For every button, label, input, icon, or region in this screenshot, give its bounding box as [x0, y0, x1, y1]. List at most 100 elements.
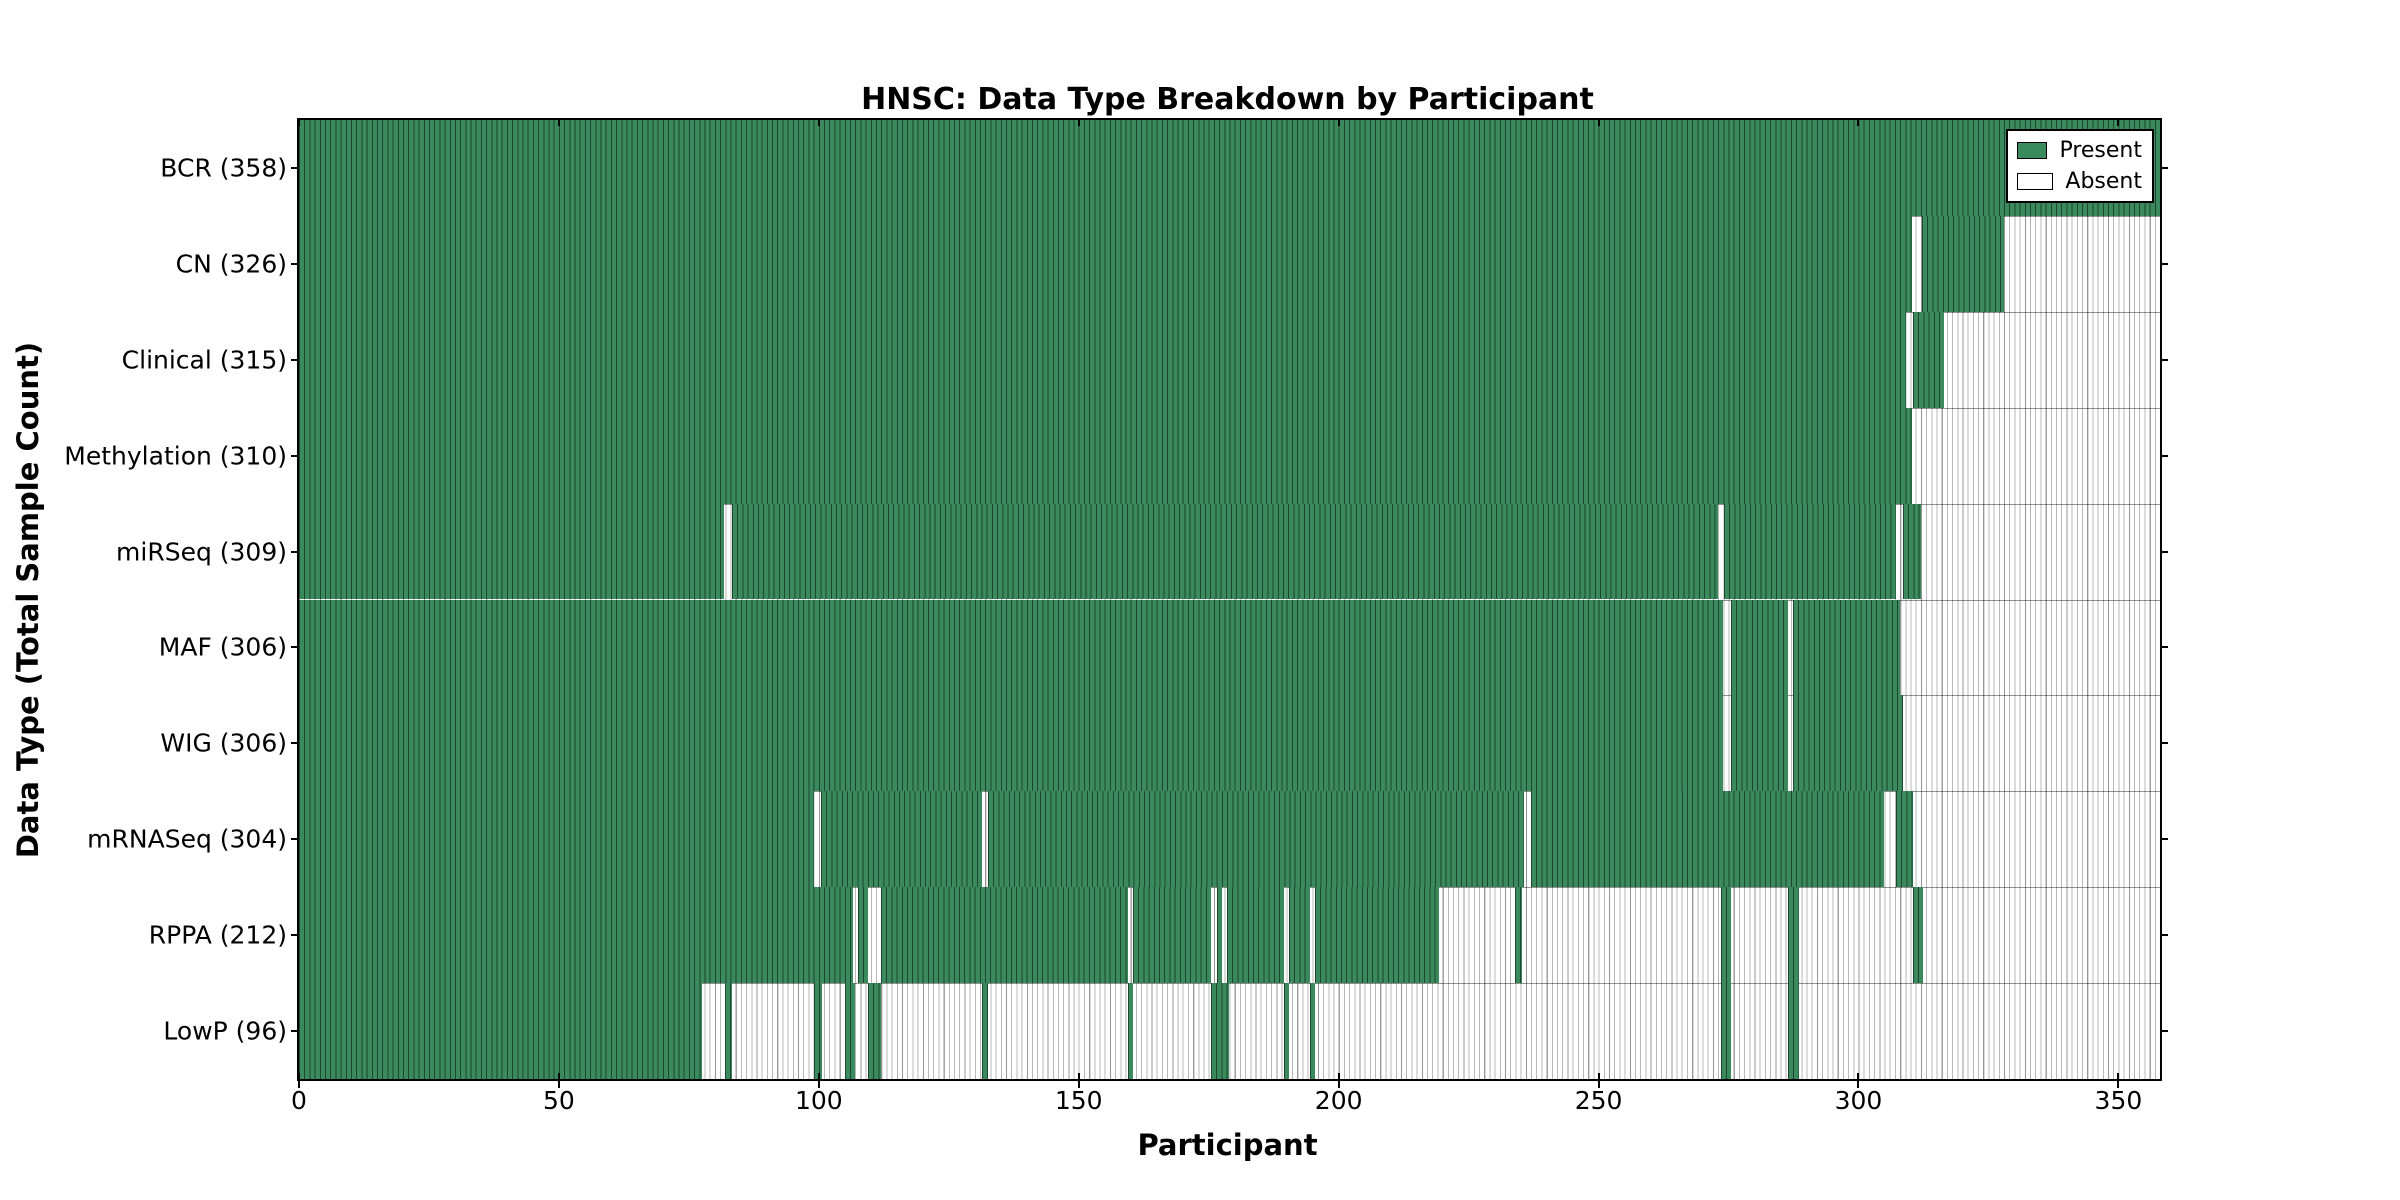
present-segment-RPPA: [881, 887, 1129, 984]
present-segment-CN: [299, 215, 1913, 312]
present-segment-miRSeq: [1902, 503, 1921, 600]
present-segment-RPPA: [857, 887, 869, 984]
y-tick-label-BCR: BCR (358): [160, 153, 287, 183]
present-segment-WIG: [1731, 695, 1788, 792]
present-segment-LowP: [1310, 983, 1316, 1079]
x-tick-mark-top: [557, 118, 560, 126]
x-tick-mark-top: [298, 118, 300, 126]
y-tick-label-Methylation: Methylation (310): [64, 441, 287, 471]
x-tick-mark-top: [1597, 118, 1600, 126]
present-segment-mRNASeq: [1531, 791, 1885, 888]
y-tick-mark-left: [291, 742, 299, 745]
present-segment-MAF: [1731, 599, 1788, 696]
present-segment-MAF: [299, 599, 1724, 696]
present-segment-LowP: [1284, 983, 1290, 1079]
present-segment-RPPA: [1133, 887, 1212, 984]
present-segment-mRNASeq: [821, 791, 983, 888]
legend-present-label: Present: [2059, 138, 2142, 163]
x-tick-label-100: 100: [794, 1086, 843, 1115]
y-tick-label-CN: CN (326): [175, 249, 287, 279]
y-tick-mark-right: [2160, 454, 2168, 457]
y-tick-mark-right: [2160, 550, 2168, 553]
legend: Present Absent: [2006, 129, 2154, 203]
present-segment-RPPA: [1515, 887, 1523, 984]
present-segment-LowP: [844, 983, 856, 1079]
y-tick-mark-left: [291, 262, 299, 265]
x-tick-mark-top: [2117, 118, 2120, 126]
present-segment-LowP: [813, 983, 822, 1079]
y-tick-mark-left: [291, 166, 299, 169]
x-tick-mark-top: [1857, 118, 1860, 126]
present-segment-Clinical: [1912, 311, 1944, 408]
present-segment-RPPA: [1913, 887, 1924, 984]
y-tick-mark-left: [291, 934, 299, 937]
row-separator: [299, 983, 2160, 985]
x-tick-label-0: 0: [291, 1086, 307, 1115]
y-tick-mark-right: [2160, 742, 2168, 745]
present-segment-WIG: [299, 695, 1724, 792]
present-segment-RPPA: [1289, 887, 1311, 984]
y-tick-mark-right: [2160, 166, 2168, 169]
y-tick-mark-left: [291, 646, 299, 649]
x-tick-label-150: 150: [1054, 1086, 1103, 1115]
x-tick-label-350: 350: [2094, 1086, 2143, 1115]
x-tick-mark-top: [817, 118, 820, 126]
x-tick-mark-top: [1077, 118, 1080, 126]
y-tick-mark-left: [291, 358, 299, 361]
y-tick-label-LowP: LowP (96): [163, 1016, 287, 1046]
present-segment-RPPA: [299, 887, 853, 984]
y-tick-mark-left: [291, 1030, 299, 1033]
x-tick-label-50: 50: [543, 1086, 575, 1115]
legend-entry-absent: Absent: [2017, 169, 2142, 194]
y-tick-label-WIG: WIG (306): [160, 728, 287, 758]
x-tick-mark-bottom: [1337, 1073, 1340, 1088]
present-segment-LowP: [1788, 983, 1799, 1079]
y-tick-mark-right: [2160, 934, 2168, 937]
legend-absent-swatch: [2017, 173, 2054, 190]
present-segment-LowP: [1128, 983, 1134, 1079]
present-segment-miRSeq: [731, 503, 1719, 600]
present-segment-RPPA: [1226, 887, 1285, 984]
present-segment-RPPA: [1216, 887, 1222, 984]
present-segment-mRNASeq: [1896, 791, 1913, 888]
y-tick-mark-right: [2160, 262, 2168, 265]
x-tick-mark-bottom: [298, 1073, 300, 1088]
present-segment-LowP: [725, 983, 732, 1079]
present-segment-miRSeq: [299, 503, 725, 600]
legend-entry-present: Present: [2017, 138, 2142, 163]
present-segment-mRNASeq: [987, 791, 1524, 888]
y-tick-mark-left: [291, 550, 299, 553]
legend-absent-label: Absent: [2065, 169, 2142, 194]
y-tick-label-RPPA: RPPA (212): [148, 920, 287, 950]
y-tick-mark-left: [291, 838, 299, 841]
present-segment-WIG: [1792, 695, 1903, 792]
present-segment-miRSeq: [1723, 503, 1897, 600]
present-segment-Clinical: [299, 311, 1907, 408]
present-segment-mRNASeq: [299, 791, 814, 888]
x-tick-mark-bottom: [557, 1073, 560, 1088]
y-tick-mark-right: [2160, 358, 2168, 361]
chart-title: HNSC: Data Type Breakdown by Participant: [861, 82, 1594, 117]
y-tick-label-mRNASeq: mRNASeq (304): [87, 824, 287, 854]
present-segment-CN: [1921, 215, 2004, 312]
y-tick-label-MAF: MAF (306): [158, 632, 287, 662]
present-segment-LowP: [868, 983, 882, 1079]
present-segment-BCR: [299, 120, 2160, 216]
y-tick-mark-right: [2160, 646, 2168, 649]
x-tick-mark-bottom: [817, 1073, 820, 1088]
x-tick-mark-top: [1337, 118, 1340, 126]
y-tick-label-Clinical: Clinical (315): [121, 345, 287, 375]
x-axis-label: Participant: [1137, 1128, 1318, 1162]
present-segment-RPPA: [1720, 887, 1732, 984]
x-tick-mark-bottom: [1597, 1073, 1600, 1088]
x-tick-mark-bottom: [1077, 1073, 1080, 1088]
y-tick-mark-left: [291, 454, 299, 457]
present-segment-LowP: [1211, 983, 1230, 1079]
x-tick-label-300: 300: [1834, 1086, 1883, 1115]
present-segment-RPPA: [1315, 887, 1439, 984]
x-tick-mark-bottom: [1857, 1073, 1860, 1088]
y-tick-mark-right: [2160, 838, 2168, 841]
y-tick-mark-right: [2160, 1030, 2168, 1033]
plot-area: [297, 118, 2162, 1081]
